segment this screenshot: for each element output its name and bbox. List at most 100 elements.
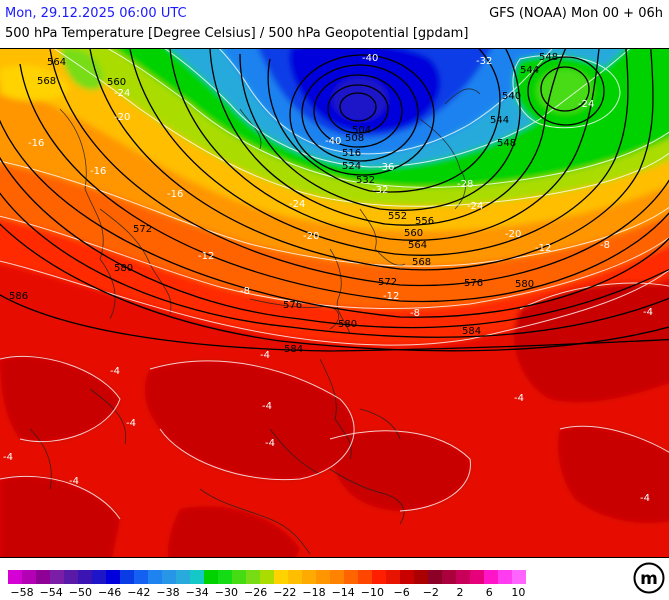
legend-swatch bbox=[148, 570, 162, 584]
legend-swatch bbox=[456, 570, 470, 584]
legend-swatch bbox=[386, 570, 400, 584]
label-geopot-548-ne: 548 bbox=[539, 52, 558, 63]
label-geopot-548-e: 548 bbox=[497, 138, 516, 149]
legend-tick-label: 10 bbox=[511, 586, 526, 599]
legend-swatch bbox=[204, 570, 218, 584]
label-temp-m32-ne: -32 bbox=[476, 56, 492, 67]
label-geopot-544-e: 544 bbox=[490, 115, 509, 126]
label-temp-m28-e: -28 bbox=[457, 179, 473, 190]
label-geopot-524-low: 524 bbox=[342, 161, 361, 172]
label-temp-m20-nw: -20 bbox=[114, 112, 130, 123]
legend-swatch bbox=[92, 570, 106, 584]
legend-swatch bbox=[190, 570, 204, 584]
legend-tick-label: −46 bbox=[97, 586, 122, 599]
label-geopot-540-ne: 540 bbox=[502, 91, 521, 102]
legend-swatch bbox=[442, 570, 456, 584]
label-temp-m36-low: -36 bbox=[378, 162, 394, 173]
label-geopot-560-n: 560 bbox=[107, 77, 126, 88]
legend-tick-label: −42 bbox=[127, 586, 151, 599]
label-temp-m20-c: -20 bbox=[303, 231, 319, 242]
legend-ticks: −58 −54 −50 −46 −42 −38 −34 −30 −26 −22 −18 −14 −10−… bbox=[0, 586, 669, 600]
label-geopot-516-low: 516 bbox=[342, 148, 361, 159]
label-temp-m4-s: -4 bbox=[265, 438, 275, 449]
legend-tick-label: −14 bbox=[331, 586, 355, 599]
legend-swatch bbox=[358, 570, 372, 584]
label-temp-m4-w2: -4 bbox=[3, 452, 13, 463]
legend-swatch bbox=[316, 570, 330, 584]
temperature-field bbox=[0, 49, 669, 557]
label-temp-m4-se: -4 bbox=[640, 493, 650, 504]
label-geopot-572-w: 572 bbox=[133, 224, 152, 235]
label-temp-m4-w: -4 bbox=[126, 418, 136, 429]
legend-tick-label: −26 bbox=[243, 586, 268, 599]
legend-swatch bbox=[78, 570, 92, 584]
label-temp-m16-w: -16 bbox=[28, 138, 44, 149]
label-geopot-532-low: 532 bbox=[356, 175, 375, 186]
label-temp-m24-nw: -24 bbox=[114, 88, 130, 99]
label-temp-m8-c: -8 bbox=[240, 286, 250, 297]
meteologix-logo-icon: m bbox=[633, 562, 665, 594]
label-geopot-584-e: 584 bbox=[462, 326, 481, 337]
legend-tick-label: −22 bbox=[273, 586, 297, 599]
legend-swatch bbox=[218, 570, 232, 584]
label-geopot-580-w: 580 bbox=[114, 263, 133, 274]
label-temp-m4-c2: -4 bbox=[262, 401, 272, 412]
legend-swatch bbox=[274, 570, 288, 584]
isotherms bbox=[0, 49, 669, 520]
legend-swatch bbox=[498, 570, 512, 584]
label-geopot-586-w: 586 bbox=[9, 291, 28, 302]
legend-tick-label: 2 bbox=[456, 586, 464, 599]
map-svg: 564 568 560 548 544 540 544 548 504 508 … bbox=[0, 49, 669, 557]
legend-swatch bbox=[372, 570, 386, 584]
legend-swatch bbox=[134, 570, 148, 584]
logo-text: m bbox=[640, 569, 658, 589]
label-geopot-564-nw: 564 bbox=[47, 57, 66, 68]
legend-swatch bbox=[106, 570, 120, 584]
legend-swatch bbox=[260, 570, 274, 584]
label-temp-m16-nw: -16 bbox=[90, 166, 106, 177]
label-temp-m4-c: -4 bbox=[260, 350, 270, 361]
label-geopot-572-c: 572 bbox=[378, 277, 397, 288]
legend-swatch bbox=[36, 570, 50, 584]
label-geopot-568-nw: 568 bbox=[37, 76, 56, 87]
legend-tick-label: −58 bbox=[10, 586, 34, 599]
header: Mon, 29.12.2025 06:00 UTC 500 hPa Temper… bbox=[0, 0, 669, 48]
weather-map: 564 568 560 548 544 540 544 548 504 508 … bbox=[0, 48, 669, 558]
label-geopot-552-c: 552 bbox=[388, 211, 407, 222]
label-temp-m16-c: -16 bbox=[167, 189, 183, 200]
legend-tick-label: −54 bbox=[39, 586, 63, 599]
label-temp-m20-e: -20 bbox=[505, 229, 521, 240]
label-geopot-580-c: 580 bbox=[338, 319, 357, 330]
legend-swatch bbox=[176, 570, 190, 584]
legend-swatch bbox=[8, 570, 22, 584]
legend-swatch bbox=[162, 570, 176, 584]
legend-tick-label: −30 bbox=[214, 586, 238, 599]
label-geopot-504-low: 504 bbox=[352, 125, 371, 136]
legend-swatch bbox=[120, 570, 134, 584]
legend-swatch bbox=[50, 570, 64, 584]
label-temp-m40-n: -40 bbox=[362, 53, 378, 64]
legend-swatch bbox=[344, 570, 358, 584]
label-temp-m40-low: -40 bbox=[325, 136, 341, 147]
legend-swatch bbox=[22, 570, 36, 584]
legend-swatch bbox=[414, 570, 428, 584]
legend-tick-label: −50 bbox=[68, 586, 92, 599]
label-geopot-580-e: 580 bbox=[515, 279, 534, 290]
chart-title: 500 hPa Temperature [Degree Celsius] / 5… bbox=[5, 26, 469, 41]
label-geopot-584-c: 584 bbox=[284, 344, 303, 355]
legend-tick-label: −6 bbox=[393, 586, 410, 599]
legend-tick-label: −34 bbox=[185, 586, 209, 599]
label-temp-m4-nw: -4 bbox=[110, 366, 120, 377]
label-temp-m24-ne: -24 bbox=[578, 99, 594, 110]
legend-swatch bbox=[232, 570, 246, 584]
isotherm-labels: -40 -32 -40 -36 -32 -28 -24 -24 -24 -24 … bbox=[3, 53, 653, 504]
label-temp-m12-e: -12 bbox=[535, 243, 551, 254]
legend-swatch bbox=[428, 570, 442, 584]
label-geopot-556-c: 556 bbox=[415, 216, 434, 227]
geopotential-labels: 564 568 560 548 544 540 544 548 504 508 … bbox=[9, 52, 558, 355]
label-temp-m4-e: -4 bbox=[514, 393, 524, 404]
label-geopot-564-c: 564 bbox=[408, 240, 427, 251]
legend-swatch bbox=[330, 570, 344, 584]
label-temp-m4-s2: -4 bbox=[69, 476, 79, 487]
label-temp-m8-c2: -8 bbox=[410, 308, 420, 319]
